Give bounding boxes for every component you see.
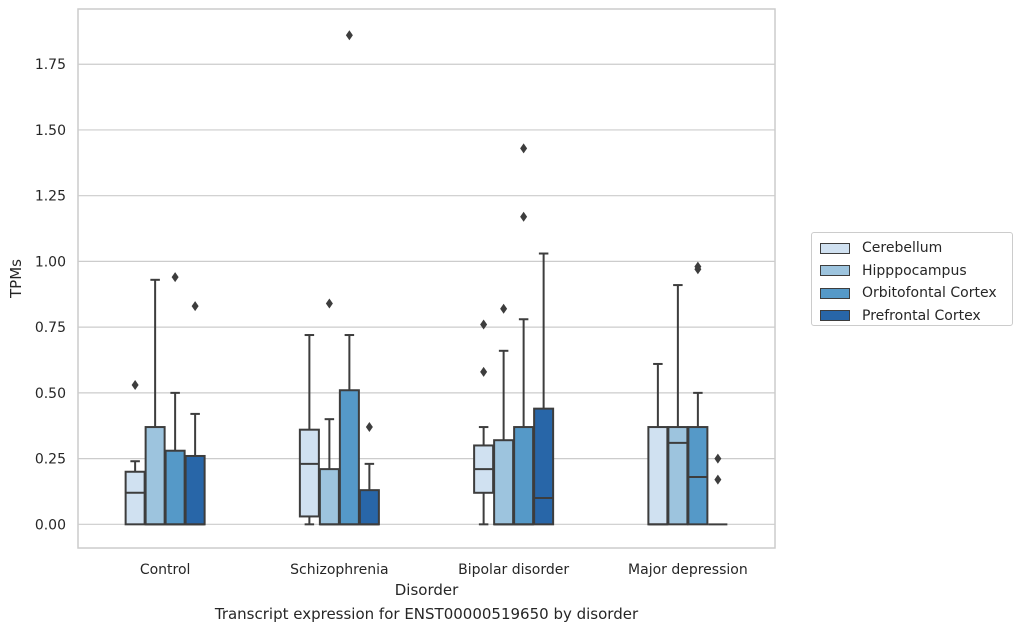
box bbox=[298, 428, 320, 518]
y-axis-label: TPMs bbox=[7, 259, 25, 299]
y-tick-label: 0.50 bbox=[35, 386, 66, 402]
y-tick-label: 1.25 bbox=[35, 189, 66, 205]
box bbox=[687, 426, 709, 526]
y-tick-label: 0.00 bbox=[35, 517, 66, 533]
outlier-point bbox=[500, 303, 508, 314]
box-group bbox=[358, 422, 380, 526]
outlier-point bbox=[714, 474, 722, 485]
y-tick-label: 0.25 bbox=[35, 452, 66, 468]
box bbox=[667, 426, 689, 526]
x-axis-label: Disorder bbox=[395, 581, 459, 599]
legend-item-hippocampus: Hipppocampus bbox=[820, 260, 1004, 283]
x-tick-label: Major depression bbox=[628, 562, 748, 578]
box bbox=[647, 426, 669, 526]
box-group bbox=[164, 272, 186, 526]
box-group bbox=[184, 301, 206, 526]
outlier-point bbox=[520, 211, 528, 222]
outlier-point bbox=[131, 379, 139, 390]
outlier-point bbox=[714, 453, 722, 464]
boxes bbox=[124, 30, 728, 526]
y-tick-label: 1.75 bbox=[35, 57, 66, 73]
outlier-point bbox=[325, 298, 333, 309]
outlier-point bbox=[171, 272, 179, 283]
y-tick-label: 0.75 bbox=[35, 320, 66, 336]
outlier-point bbox=[520, 143, 528, 154]
legend-label-prefrontal: Prefrontal Cortex bbox=[862, 307, 981, 324]
box-group bbox=[473, 319, 495, 526]
legend-label-orbitofrontal: Orbitofontal Cortex bbox=[862, 285, 997, 302]
box bbox=[164, 449, 186, 526]
x-tick-label: Bipolar disorder bbox=[458, 562, 569, 578]
box bbox=[318, 468, 340, 526]
legend-item-orbitofrontal: Orbitofontal Cortex bbox=[820, 282, 1004, 305]
x-tick-label: Schizophrenia bbox=[290, 562, 388, 578]
legend-label-cerebellum: Cerebellum bbox=[862, 240, 943, 257]
box-group bbox=[338, 30, 360, 526]
outlier-point bbox=[365, 422, 373, 433]
box bbox=[338, 389, 360, 526]
x-tick-labels: Control Schizophrenia Bipolar disorder Majo… bbox=[140, 562, 748, 578]
legend-swatch-prefrontal bbox=[820, 310, 850, 322]
box bbox=[358, 489, 380, 526]
outlier-point bbox=[345, 30, 353, 41]
legend-swatch-hippocampus bbox=[820, 265, 850, 277]
x-tick-label: Control bbox=[140, 562, 191, 578]
box bbox=[533, 407, 555, 526]
outlier-point bbox=[480, 319, 488, 330]
outlier-point bbox=[480, 366, 488, 377]
y-tick-labels: 0.00 0.25 0.50 0.75 1.00 1.25 1.50 1.75 bbox=[35, 57, 66, 533]
outlier-point bbox=[694, 261, 702, 272]
box-group bbox=[708, 453, 728, 526]
box-group bbox=[124, 379, 146, 526]
box-group bbox=[687, 261, 709, 526]
box bbox=[513, 426, 535, 526]
legend-item-cerebellum: Cerebellum bbox=[820, 237, 1004, 260]
y-tick-label: 1.50 bbox=[35, 123, 66, 139]
box-group bbox=[533, 252, 555, 526]
outlier-point bbox=[191, 301, 199, 312]
legend: Cerebellum Hipppocampus Orbitofontal Cor… bbox=[811, 232, 1013, 326]
y-tick-label: 1.00 bbox=[35, 254, 66, 270]
legend-label-hippocampus: Hipppocampus bbox=[862, 262, 967, 279]
box-plot-chart: 0.00 0.25 0.50 0.75 1.00 1.25 1.50 1.75 Control… bbox=[7, 8, 776, 599]
box bbox=[493, 439, 515, 526]
plot-frame bbox=[77, 8, 776, 549]
chart-caption: Transcript expression for ENST0000051965… bbox=[214, 605, 639, 623]
legend-item-prefrontal: Prefrontal Cortex bbox=[820, 305, 1004, 328]
legend-swatch-cerebellum bbox=[820, 242, 850, 254]
box bbox=[124, 470, 146, 526]
box-group bbox=[667, 284, 689, 526]
legend-swatch-orbitofrontal bbox=[820, 287, 850, 299]
box bbox=[184, 454, 206, 526]
box bbox=[144, 426, 166, 526]
